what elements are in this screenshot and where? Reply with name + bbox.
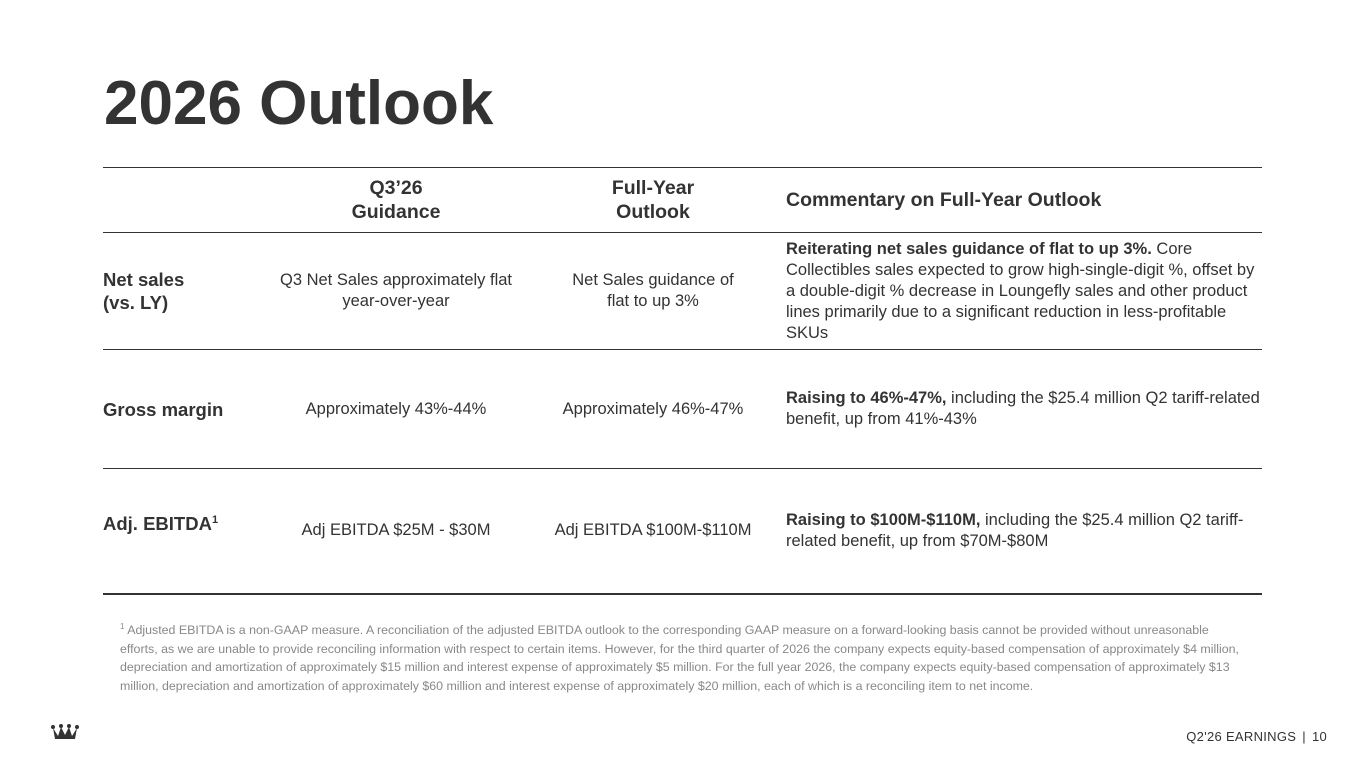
label: Adj. EBITDA xyxy=(103,513,212,535)
page-number: 10 xyxy=(1311,729,1327,744)
outlook-table: Q3’26 Guidance Full-Year Outlook Comment… xyxy=(103,167,1262,595)
commentary: Raising to $100M-$110M, including the $2… xyxy=(774,469,1262,594)
note: 1 xyxy=(211,514,219,526)
cell: Approximately 46%-47% xyxy=(562,399,744,418)
footnote: 1 Adjusted EBITDA is a non-GAAP measure.… xyxy=(120,618,1240,696)
cell: Q3 Net Sales approximately flat year-ove… xyxy=(279,271,513,310)
logo xyxy=(51,724,79,739)
bold: Raising to $100M-$110M, xyxy=(786,510,981,529)
row: Gross margin Approximately 43%-44% Appro… xyxy=(103,350,1262,469)
header-row: Q3’26 Guidance Full-Year Outlook Comment… xyxy=(103,167,1262,233)
footer-label: Q2'26 EARNINGS xyxy=(1186,729,1297,744)
bold: Reiterating net sales guidance of flat t… xyxy=(786,239,1152,258)
footnote-mark: 1 xyxy=(120,622,125,631)
row-label: Net sales (vs. LY) xyxy=(103,269,185,313)
cell: Adj EBITDA $100M-$110M xyxy=(554,521,752,540)
text: Core Collectibles sales expected to grow… xyxy=(786,239,1255,342)
row-label: Adj. EBITDA1 xyxy=(103,469,260,594)
separator: | xyxy=(1302,729,1306,744)
row: Net sales (vs. LY) Q3 Net Sales approxim… xyxy=(103,233,1262,350)
header: Commentary on Full-Year Outlook xyxy=(786,189,1102,211)
cell: Approximately 43%-44% xyxy=(305,399,487,418)
footnote-text: Adjusted EBITDA is a non-GAAP measure. A… xyxy=(120,623,1239,693)
commentary: Raising to 46%-47%, including the $25.4 … xyxy=(774,350,1262,469)
corner xyxy=(103,168,260,233)
row: Adj. EBITDA1 Adj EBITDA $25M - $30M Adj … xyxy=(103,469,1262,594)
row-label: Gross margin xyxy=(103,398,224,420)
title: 2026 Outlook xyxy=(104,69,494,138)
text: including the $25.4 million Q2 tariff-re… xyxy=(786,389,1260,428)
commentary: Reiterating net sales guidance of flat t… xyxy=(774,233,1262,350)
header: Q3’26 Guidance xyxy=(351,177,441,223)
bold: Raising to 46%-47%, xyxy=(786,389,947,407)
header: Full-Year Outlook xyxy=(611,177,695,223)
cell: Net Sales guidance of flat to up 3% xyxy=(572,271,734,310)
footer: Q2'26 EARNINGS | 10 xyxy=(1186,729,1327,744)
text: including the $25.4 million Q2 tariff-re… xyxy=(786,510,1244,550)
cell: Adj EBITDA $25M - $30M xyxy=(301,521,491,540)
